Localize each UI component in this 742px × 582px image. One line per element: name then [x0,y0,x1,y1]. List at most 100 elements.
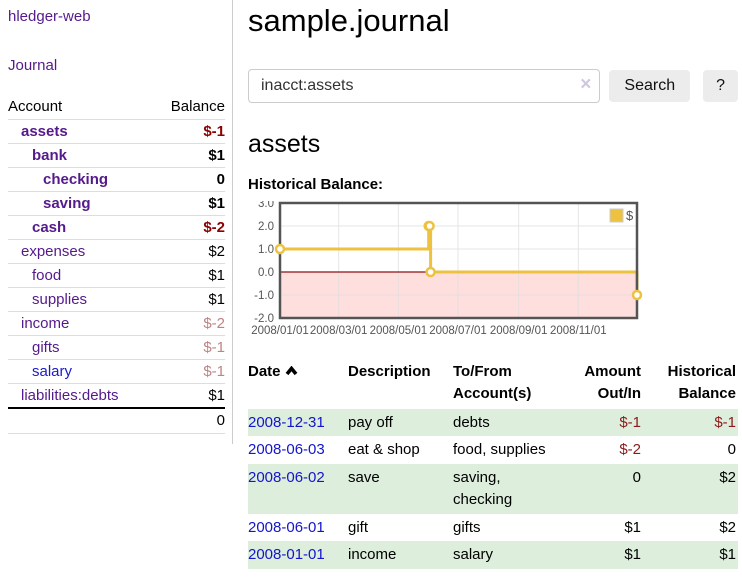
account-balance: $-1 [153,335,225,360]
svg-text:0.0: 0.0 [258,267,274,279]
register-row: 2008-01-01 income salary $1 $1 [248,541,738,569]
account-row-expenses: expenses $2 [8,239,225,264]
page-title: sample.journal [248,3,450,38]
account-row-liabilities-debts: liabilities:debts $1 [8,383,225,408]
sidebar-item-journal[interactable]: Journal [8,57,58,74]
account-link-food[interactable]: food [32,267,62,284]
main-content: sample.journal × Search ? assets Histori… [233,0,742,569]
account-link-assets[interactable]: assets [21,123,68,140]
txn-date-link[interactable]: 2008-06-02 [248,469,325,486]
account-link-bank[interactable]: bank [32,147,68,164]
accounts-table: Account Balance assets $-1 bank $1 check… [8,96,225,434]
account-link-salary[interactable]: salary [32,363,73,380]
account-link-liabilities-debts[interactable]: liabilities:debts [21,387,119,404]
txn-description: income [348,546,397,564]
txn-description: pay off [348,413,393,431]
svg-text:2.0: 2.0 [258,221,274,233]
account-balance: $1 [153,143,225,168]
account-row-food: food $1 [8,263,225,288]
register-table: Date Description To/From Account(s) Amou… [248,359,738,569]
account-balance: $-2 [153,215,225,240]
svg-text:-1.0: -1.0 [254,290,274,302]
txn-accounts: salary [453,546,494,564]
register-col-tofrom: To/From Account(s) [453,363,532,402]
brand-link[interactable]: hledger-web [8,8,91,25]
txn-accounts: gifts [453,518,481,536]
historical-balance-chart: $3.0 2.0 1.0 0.0 -1.0 -2.0 2008/01/01 2008/03/0… [248,198,738,341]
svg-text:3.0: 3.0 [258,201,274,210]
txn-amount: $1 [624,518,641,536]
txn-amount: $-2 [619,441,641,459]
account-link-checking[interactable]: checking [43,171,109,188]
register-col-balance: Historical Balance [667,363,736,402]
txn-date-link[interactable]: 2008-06-01 [248,518,325,536]
txn-description: eat & shop [348,441,420,459]
account-link-supplies[interactable]: supplies [32,291,88,308]
account-link-expenses[interactable]: expenses [21,243,86,260]
svg-text:$: $ [626,208,634,223]
accounts-total-row: 0 [8,407,225,434]
register-header-row: Date Description To/From Account(s) Amou… [248,359,738,409]
search-bar: × Search ? [248,69,738,103]
svg-text:2008/07/01: 2008/07/01 [429,325,487,337]
help-button[interactable]: ? [703,70,738,102]
account-row-saving: saving $1 [8,191,225,216]
register-row: 2008-12-31 pay off debts $-1 $-1 [248,408,738,437]
txn-date-link[interactable]: 2008-12-31 [248,413,325,431]
account-row-assets: assets $-1 [8,119,225,144]
svg-text:-2.0: -2.0 [254,313,274,325]
txn-balance: $2 [719,518,736,536]
txn-accounts: saving, checking [453,469,513,508]
page: hledger-web Journal Account Balance asse… [0,0,742,569]
accounts-total-value: 0 [153,407,225,434]
account-link-income[interactable]: income [21,315,70,332]
txn-accounts: debts [453,413,490,431]
txn-balance: $-1 [714,413,736,431]
register-row: 2008-06-03 eat & shop food, supplies $-2… [248,436,738,464]
svg-text:2008/01/01: 2008/01/01 [251,325,309,337]
account-balance: $1 [153,263,225,288]
register-col-date[interactable]: Date [248,359,348,409]
svg-text:2008/11/01: 2008/11/01 [550,325,607,337]
account-row-gifts: gifts $-1 [8,335,225,360]
account-balance: $1 [153,287,225,312]
sort-asc-icon [285,361,298,383]
txn-accounts: food, supplies [453,441,546,459]
txn-date-link[interactable]: 2008-01-01 [248,546,325,564]
svg-text:2008/09/01: 2008/09/01 [490,325,548,337]
account-balance: $-2 [153,311,225,336]
sidebar: hledger-web Journal Account Balance asse… [0,0,233,444]
account-row-income: income $-2 [8,311,225,336]
account-link-saving[interactable]: saving [43,195,91,212]
txn-amount: 0 [632,469,641,486]
accounts-col-account: Account [8,98,63,115]
account-balance: $-1 [153,359,225,384]
register-col-description: Description [348,363,431,380]
account-heading: assets [248,130,321,158]
txn-balance: 0 [727,441,736,459]
account-link-cash[interactable]: cash [32,219,67,236]
search-button[interactable]: Search [609,70,691,102]
account-balance: $-1 [153,119,225,144]
txn-balance: $1 [719,546,736,564]
accounts-col-balance: Balance [170,98,225,115]
account-balance: $2 [153,239,225,264]
txn-balance: $2 [719,469,736,486]
txn-date-link[interactable]: 2008-06-03 [248,441,325,459]
search-input[interactable] [248,69,601,103]
svg-text:1.0: 1.0 [258,244,274,256]
account-row-checking: checking 0 [8,167,225,192]
account-row-bank: bank $1 [8,143,225,168]
account-balance: $1 [153,383,225,408]
account-balance: $1 [153,191,225,216]
chart-title: Historical Balance: [248,176,384,193]
register-row: 2008-06-01 gift gifts $1 $2 [248,514,738,542]
register-row: 2008-06-02 save saving, checking 0 $2 [248,464,738,514]
account-row-salary: salary $-1 [8,359,225,384]
account-row-supplies: supplies $1 [8,287,225,312]
clear-search-icon[interactable]: × [580,74,592,95]
txn-description: gift [348,518,369,536]
svg-text:2008/05/01: 2008/05/01 [370,325,428,337]
account-link-gifts[interactable]: gifts [32,339,60,356]
